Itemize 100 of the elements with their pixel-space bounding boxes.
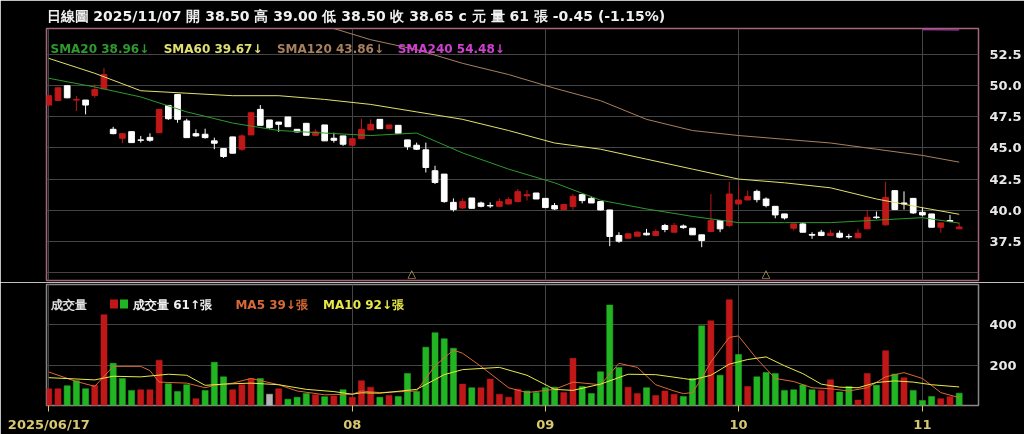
bar bbox=[937, 398, 945, 406]
bar bbox=[698, 325, 705, 406]
bar bbox=[836, 391, 843, 406]
bar bbox=[229, 389, 236, 406]
bar bbox=[312, 394, 319, 406]
candlestick bbox=[183, 118, 191, 139]
bar bbox=[220, 376, 227, 406]
bar bbox=[928, 396, 935, 406]
y-tick-label: 45.0 bbox=[989, 140, 1022, 156]
text: SMA60 39.67↓ bbox=[163, 41, 263, 56]
bar bbox=[486, 378, 494, 406]
bar bbox=[100, 314, 108, 406]
candlestick bbox=[146, 132, 154, 143]
bar bbox=[54, 388, 62, 406]
bar bbox=[781, 390, 788, 406]
bar bbox=[919, 400, 926, 406]
candlestick bbox=[431, 165, 439, 185]
y-tick-label: 52.5 bbox=[989, 47, 1022, 63]
bar bbox=[321, 396, 328, 406]
bar bbox=[946, 396, 954, 406]
bar bbox=[91, 385, 99, 406]
bar bbox=[137, 389, 145, 406]
line-series bbox=[48, 356, 960, 395]
bar bbox=[771, 373, 779, 406]
candlestick bbox=[201, 128, 209, 140]
line-series bbox=[48, 57, 960, 215]
bar bbox=[201, 390, 209, 406]
bar bbox=[882, 350, 889, 406]
chart-title: 日線圖 2025/11/07 開 38.50 高 39.00 低 38.50 收 38.65 c 元 量 61 張 -0.45 (-1.15%) bbox=[46, 7, 666, 24]
bar bbox=[63, 385, 71, 406]
text: MA5 39↓張 bbox=[235, 297, 309, 312]
bar bbox=[496, 393, 503, 406]
bar bbox=[376, 396, 384, 406]
line-series bbox=[48, 335, 960, 399]
bar bbox=[652, 395, 660, 406]
bar bbox=[174, 391, 181, 406]
bar bbox=[707, 320, 715, 406]
bar bbox=[735, 354, 742, 406]
bar bbox=[716, 375, 724, 406]
y-tick-label: 42.5 bbox=[989, 171, 1022, 187]
bar bbox=[615, 367, 623, 406]
candlestick bbox=[256, 104, 264, 126]
annotation: △ bbox=[761, 266, 771, 280]
candlestick bbox=[330, 132, 338, 144]
text: MA10 92↓張 bbox=[323, 297, 405, 312]
bar bbox=[385, 395, 393, 406]
y-tick-label: 37.5 bbox=[989, 233, 1022, 249]
bar bbox=[303, 393, 310, 406]
bar bbox=[578, 386, 586, 406]
bar bbox=[348, 396, 356, 406]
bar bbox=[863, 373, 871, 406]
bar bbox=[606, 304, 614, 406]
y-tick-label: 47.5 bbox=[989, 109, 1022, 125]
bar bbox=[505, 396, 512, 406]
bar bbox=[909, 390, 917, 406]
bar bbox=[790, 389, 797, 406]
y-tick-label: 40.0 bbox=[989, 202, 1022, 218]
bar bbox=[514, 388, 522, 406]
bar bbox=[440, 338, 448, 406]
series-label: SMA120 43.86↓ bbox=[276, 41, 385, 56]
bar bbox=[560, 392, 568, 406]
bar bbox=[73, 380, 80, 406]
bar bbox=[330, 395, 338, 406]
candlestick bbox=[891, 190, 899, 211]
candlestick bbox=[422, 142, 430, 173]
bar bbox=[128, 390, 135, 406]
bar bbox=[275, 388, 282, 406]
bar bbox=[569, 358, 577, 406]
bar bbox=[119, 378, 126, 406]
bar bbox=[165, 383, 172, 406]
candlestick bbox=[155, 108, 163, 134]
x-tick-label: 11 bbox=[913, 416, 932, 432]
bar bbox=[82, 388, 89, 406]
series-label: SMA20 38.96↓ bbox=[50, 41, 150, 56]
candlestick bbox=[523, 189, 531, 202]
bar bbox=[634, 393, 641, 406]
text: 成交量 bbox=[49, 297, 87, 312]
y-tick-label: 50.0 bbox=[989, 78, 1022, 94]
line-series bbox=[48, 77, 960, 224]
legend-label: 成交量 61↑張 bbox=[132, 297, 213, 312]
bar bbox=[394, 396, 402, 406]
x-tick-label: 2025/06/17 bbox=[7, 416, 90, 432]
bar bbox=[900, 377, 908, 406]
bar bbox=[597, 371, 604, 406]
candlestick bbox=[192, 128, 200, 138]
bar bbox=[413, 391, 420, 406]
bar bbox=[624, 386, 632, 406]
bar bbox=[854, 399, 862, 406]
x-tick-label: 09 bbox=[536, 416, 555, 432]
bar bbox=[192, 398, 200, 406]
bar bbox=[873, 385, 880, 406]
bar bbox=[459, 383, 466, 406]
y-tick-label: 400 bbox=[989, 317, 1017, 333]
bar bbox=[955, 392, 963, 406]
x-tick-label: 10 bbox=[729, 416, 748, 432]
bar bbox=[450, 347, 457, 406]
bar bbox=[109, 363, 117, 406]
bar bbox=[726, 299, 733, 406]
annotation: △ bbox=[407, 266, 417, 280]
bar bbox=[266, 393, 273, 406]
